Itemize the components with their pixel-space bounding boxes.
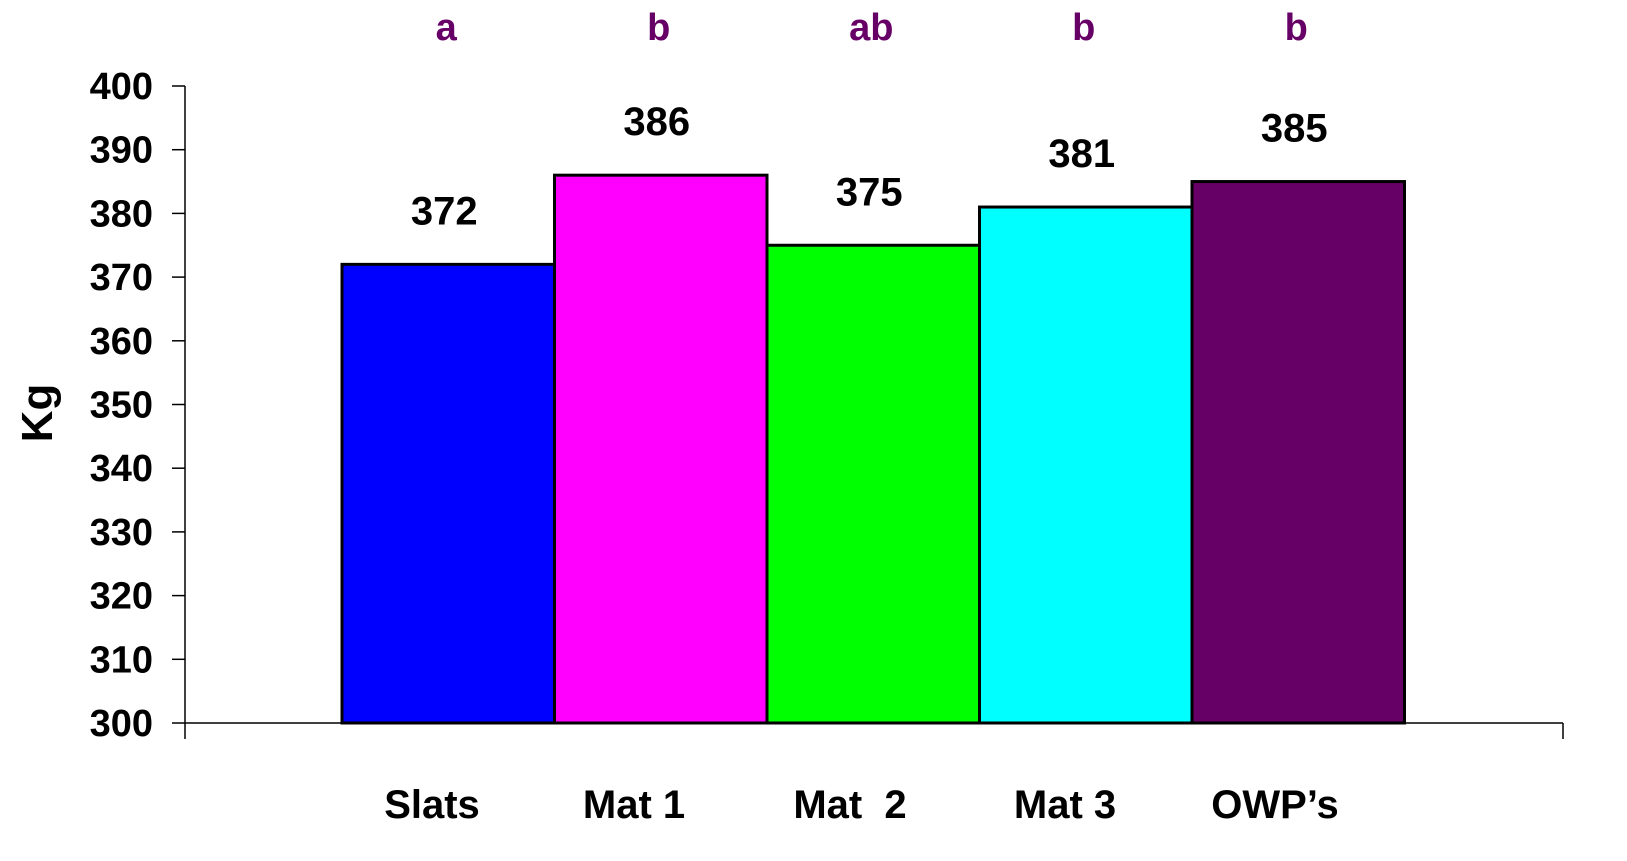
y-tick-label: 340 <box>90 448 153 490</box>
bar <box>1190 180 1406 725</box>
x-category-label: Slats <box>384 783 480 827</box>
y-axis: 300 310 320 330 340 350 360 370 380 390 400 <box>90 66 186 745</box>
bar <box>978 205 1194 725</box>
y-tick-label: 360 <box>90 321 153 363</box>
significance-letter: b <box>1285 7 1308 49</box>
y-tick-label: 320 <box>90 576 153 618</box>
x-category-label: OWP’s <box>1211 783 1338 827</box>
significance-letter: a <box>436 7 458 49</box>
y-axis-title: Kg <box>13 384 62 443</box>
significance-letter: ab <box>849 7 893 49</box>
y-tick-label: 370 <box>90 257 153 299</box>
x-category-label: Mat 1 <box>583 783 685 827</box>
y-tick-label: 330 <box>90 512 153 554</box>
significance-letters: a b ab b b <box>436 7 1308 49</box>
data-label: 381 <box>1048 132 1115 176</box>
bar <box>765 243 981 725</box>
data-label: 386 <box>623 100 690 144</box>
x-category-label: Mat 3 <box>1014 783 1116 827</box>
bar <box>553 173 769 725</box>
data-label: 385 <box>1261 107 1328 151</box>
significance-letter: b <box>1072 7 1095 49</box>
data-labels: 372 386 375 381 385 <box>411 100 1328 233</box>
x-axis: Slats Mat 1 Mat 2 Mat 3 OWP’s <box>185 722 1564 827</box>
x-category-label: Mat 2 <box>793 783 906 827</box>
y-tick-label: 380 <box>90 193 153 235</box>
y-tick-label: 400 <box>90 66 153 108</box>
data-label: 375 <box>836 170 903 214</box>
y-tick-label: 300 <box>90 703 153 745</box>
significance-letter: b <box>647 7 670 49</box>
y-tick-label: 310 <box>90 639 153 681</box>
data-label: 372 <box>411 189 478 233</box>
y-tick-label: 390 <box>90 130 153 172</box>
y-tick-label: 350 <box>90 385 153 427</box>
bars <box>340 173 1406 725</box>
bar <box>340 262 556 725</box>
